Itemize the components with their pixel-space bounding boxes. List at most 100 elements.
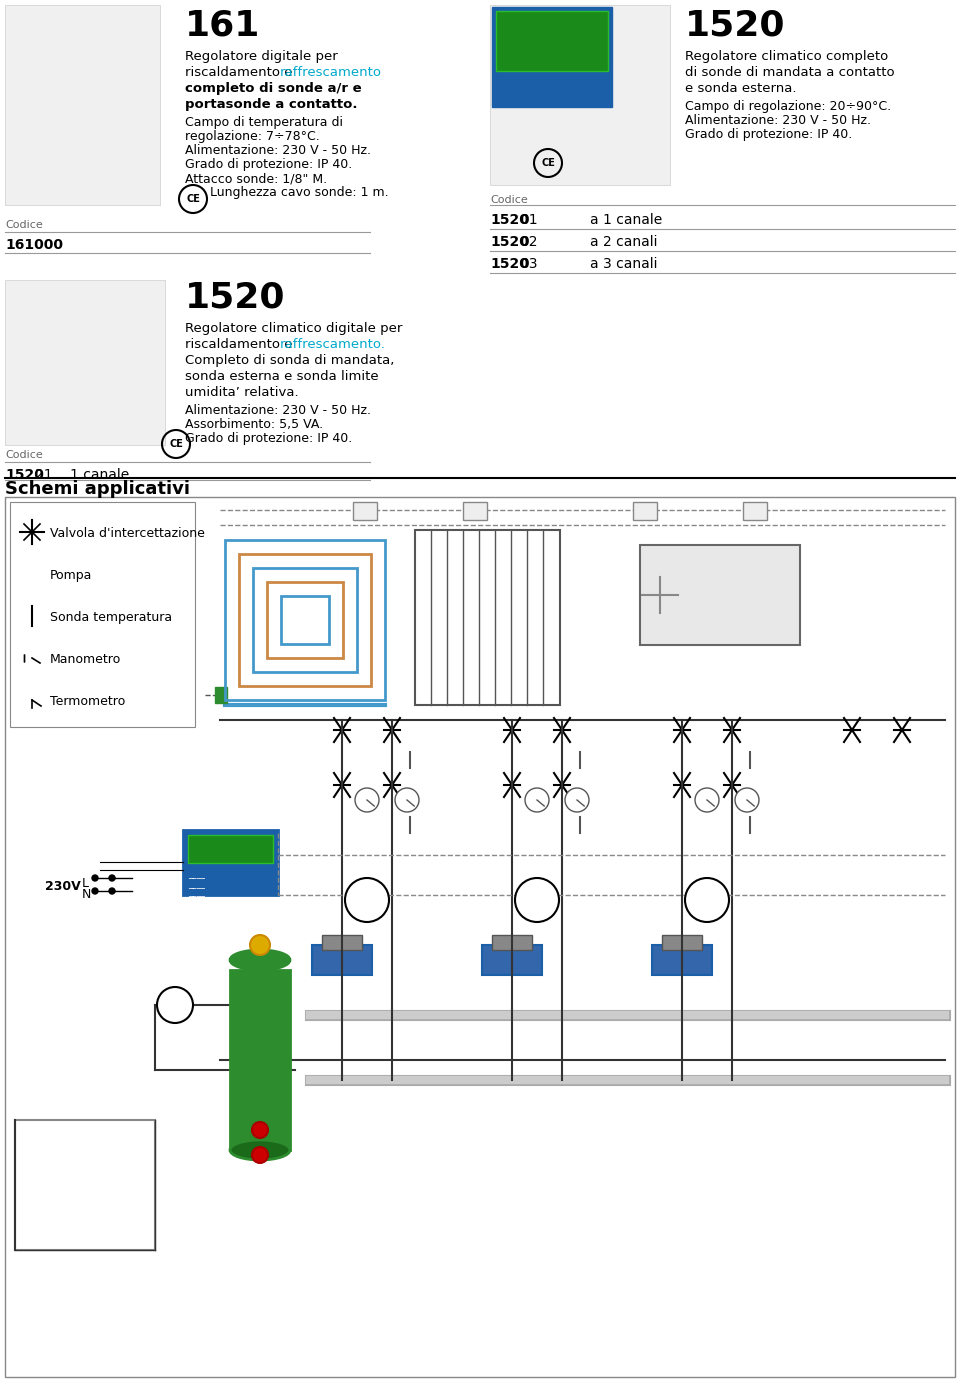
Circle shape [576,829,584,837]
Polygon shape [334,722,350,729]
Circle shape [92,875,98,881]
Bar [188,834,273,862]
Circle shape [109,875,115,881]
Bar [353,503,377,519]
Text: 1520: 1520 [5,468,44,482]
Polygon shape [384,729,400,738]
Bar [253,568,357,672]
Circle shape [515,878,559,923]
Text: Codice: Codice [490,195,528,204]
Text: 01: 01 [520,213,538,227]
Polygon shape [504,729,520,738]
Polygon shape [724,722,740,729]
Circle shape [28,622,36,630]
Text: Lunghezza cavo sonde: 1 m.: Lunghezza cavo sonde: 1 m. [210,186,389,199]
Text: 161000: 161000 [5,238,63,252]
Bar [662,935,702,951]
Bar [415,531,560,706]
Polygon shape [674,777,690,785]
Bar [5,280,165,445]
Text: ____: ____ [188,888,205,897]
Bar [463,503,487,519]
Ellipse shape [230,1140,290,1161]
Text: CE: CE [169,440,183,449]
Text: 1520: 1520 [685,8,785,42]
Bar [230,970,290,1149]
Polygon shape [674,722,690,729]
Polygon shape [504,722,520,729]
Bar [267,582,343,658]
Text: raffrescamento: raffrescamento [280,66,382,78]
Bar [225,540,385,700]
Text: e sonda esterna.: e sonda esterna. [685,83,797,95]
Text: ____: ____ [188,881,205,889]
Text: 230V: 230V [45,881,81,893]
Circle shape [252,1147,268,1163]
Text: Attacco sonde: 1/8" M.: Attacco sonde: 1/8" M. [185,172,327,185]
Bar [15,1120,155,1250]
Text: Alimentazione: 230 V - 50 Hz.: Alimentazione: 230 V - 50 Hz. [685,113,871,127]
Circle shape [250,935,270,955]
Circle shape [28,602,36,610]
Bar [281,596,329,644]
Circle shape [746,829,754,837]
Bar [322,935,362,951]
Text: 1520: 1520 [490,235,529,249]
Bar [496,11,608,71]
Text: Regolatore climatico digitale per: Regolatore climatico digitale per [185,322,402,335]
Polygon shape [844,722,860,729]
Bar [215,687,227,703]
Text: sonda esterna e sonda limite: sonda esterna e sonda limite [185,370,378,384]
Bar [312,945,372,974]
Polygon shape [334,785,350,792]
Text: Grado di protezione: IP 40.: Grado di protezione: IP 40. [185,158,352,171]
Text: Grado di protezione: IP 40.: Grado di protezione: IP 40. [185,433,352,445]
Circle shape [345,878,389,923]
Circle shape [157,987,193,1023]
Text: Manometro: Manometro [50,652,121,666]
Circle shape [355,788,379,812]
Polygon shape [724,785,740,792]
Bar [640,545,800,645]
Text: 1520: 1520 [185,280,285,314]
Text: Grado di protezione: IP 40.: Grado di protezione: IP 40. [685,127,852,141]
Text: 1520: 1520 [490,213,529,227]
Text: Schemi applicativi: Schemi applicativi [5,480,190,498]
Ellipse shape [230,951,290,970]
Text: a 3 canali: a 3 canali [590,258,658,272]
Text: Pompa: Pompa [50,568,92,582]
Bar [633,503,657,519]
Polygon shape [894,722,910,729]
Circle shape [735,788,759,812]
Text: riscaldamento e: riscaldamento e [185,337,297,351]
Text: 21: 21 [35,468,53,482]
Text: CE: CE [541,158,555,168]
Polygon shape [674,729,690,738]
Text: ____: ____ [188,869,205,879]
Text: Alimentazione: 230 V - 50 Hz.: Alimentazione: 230 V - 50 Hz. [185,144,371,157]
Polygon shape [504,785,520,792]
Text: Sonda temperatura: Sonda temperatura [50,610,172,624]
Bar [5,6,160,204]
Bar [652,945,712,974]
Bar [5,497,955,1378]
Circle shape [406,764,414,771]
Bar [743,503,767,519]
Text: di sonde di mandata a contatto: di sonde di mandata a contatto [685,66,895,78]
Bar [482,945,542,974]
Text: riscaldamento e: riscaldamento e [185,66,297,78]
Text: L: L [82,876,89,890]
Text: Codice: Codice [5,449,43,461]
Circle shape [395,788,419,812]
Text: completo di sonde a/r e: completo di sonde a/r e [185,83,362,95]
Bar [10,503,195,727]
Text: 02: 02 [520,235,538,249]
Polygon shape [504,777,520,785]
Text: Regolatore digitale per: Regolatore digitale per [185,50,338,63]
Text: Campo di regolazione: 20÷90°C.: Campo di regolazione: 20÷90°C. [685,99,891,113]
Text: N: N [82,888,91,902]
Circle shape [565,788,589,812]
Circle shape [576,764,584,771]
Circle shape [252,1121,268,1138]
Circle shape [525,788,549,812]
